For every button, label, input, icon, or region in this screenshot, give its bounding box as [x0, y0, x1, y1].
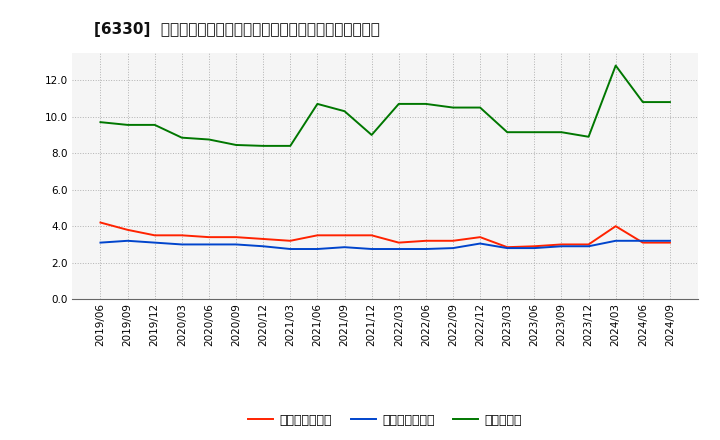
- 在庫回転率: [584, 134, 593, 139]
- 売上債権回転率: [611, 224, 620, 229]
- 買入債務回転率: [665, 238, 674, 243]
- 在庫回転率: [96, 120, 105, 125]
- Line: 在庫回転率: 在庫回転率: [101, 66, 670, 146]
- 売上債権回転率: [476, 235, 485, 240]
- 売上債権回転率: [503, 245, 511, 250]
- 在庫回転率: [204, 137, 213, 142]
- 売上債権回転率: [96, 220, 105, 225]
- 在庫回転率: [232, 142, 240, 147]
- 買入債務回転率: [286, 246, 294, 252]
- 買入債務回転率: [449, 246, 457, 251]
- 買入債務回転率: [150, 240, 159, 245]
- 買入債務回転率: [421, 246, 430, 252]
- 在庫回転率: [611, 63, 620, 68]
- 在庫回転率: [123, 122, 132, 128]
- 買入債務回転率: [639, 238, 647, 243]
- 売上債権回転率: [530, 244, 539, 249]
- 在庫回転率: [421, 101, 430, 106]
- Legend: 売上債権回転率, 買入債務回転率, 在庫回転率: 売上債権回転率, 買入債務回転率, 在庫回転率: [243, 409, 527, 432]
- 売上債権回転率: [557, 242, 566, 247]
- 在庫回転率: [367, 132, 376, 138]
- 売上債権回転率: [449, 238, 457, 243]
- 買入債務回転率: [313, 246, 322, 252]
- 買入債務回転率: [178, 242, 186, 247]
- 買入債務回転率: [341, 245, 349, 250]
- Text: [6330]  売上債権回転率、買入債務回転率、在庫回転率の推移: [6330] 売上債権回転率、買入債務回転率、在庫回転率の推移: [94, 22, 379, 37]
- 買入債務回転率: [395, 246, 403, 252]
- 在庫回転率: [178, 135, 186, 140]
- 買入債務回転率: [557, 244, 566, 249]
- 買入債務回転率: [259, 244, 268, 249]
- 売上債権回転率: [150, 233, 159, 238]
- 売上債権回転率: [204, 235, 213, 240]
- 買入債務回転率: [503, 246, 511, 251]
- Line: 買入債務回転率: 買入債務回転率: [101, 241, 670, 249]
- 売上債権回転率: [123, 227, 132, 232]
- 在庫回転率: [530, 129, 539, 135]
- 在庫回転率: [341, 109, 349, 114]
- 在庫回転率: [449, 105, 457, 110]
- 在庫回転率: [259, 143, 268, 149]
- 売上債権回転率: [313, 233, 322, 238]
- 在庫回転率: [313, 101, 322, 106]
- 売上債権回転率: [584, 242, 593, 247]
- 売上債権回転率: [367, 233, 376, 238]
- 売上債権回転率: [421, 238, 430, 243]
- 在庫回転率: [395, 101, 403, 106]
- 在庫回転率: [476, 105, 485, 110]
- 売上債権回転率: [395, 240, 403, 245]
- 在庫回転率: [557, 129, 566, 135]
- 在庫回転率: [286, 143, 294, 149]
- 売上債権回転率: [232, 235, 240, 240]
- 買入債務回転率: [611, 238, 620, 243]
- Line: 売上債権回転率: 売上債権回転率: [101, 223, 670, 247]
- 売上債権回転率: [639, 240, 647, 245]
- 買入債務回転率: [232, 242, 240, 247]
- 買入債務回転率: [530, 246, 539, 251]
- 在庫回転率: [150, 122, 159, 128]
- 売上債権回転率: [178, 233, 186, 238]
- 売上債権回転率: [286, 238, 294, 243]
- 売上債権回転率: [665, 240, 674, 245]
- 買入債務回転率: [204, 242, 213, 247]
- 在庫回転率: [665, 99, 674, 105]
- 買入債務回転率: [476, 241, 485, 246]
- 買入債務回転率: [96, 240, 105, 245]
- 売上債権回転率: [259, 236, 268, 242]
- 在庫回転率: [503, 129, 511, 135]
- 買入債務回転率: [367, 246, 376, 252]
- 買入債務回転率: [584, 244, 593, 249]
- 売上債権回転率: [341, 233, 349, 238]
- 買入債務回転率: [123, 238, 132, 243]
- 在庫回転率: [639, 99, 647, 105]
